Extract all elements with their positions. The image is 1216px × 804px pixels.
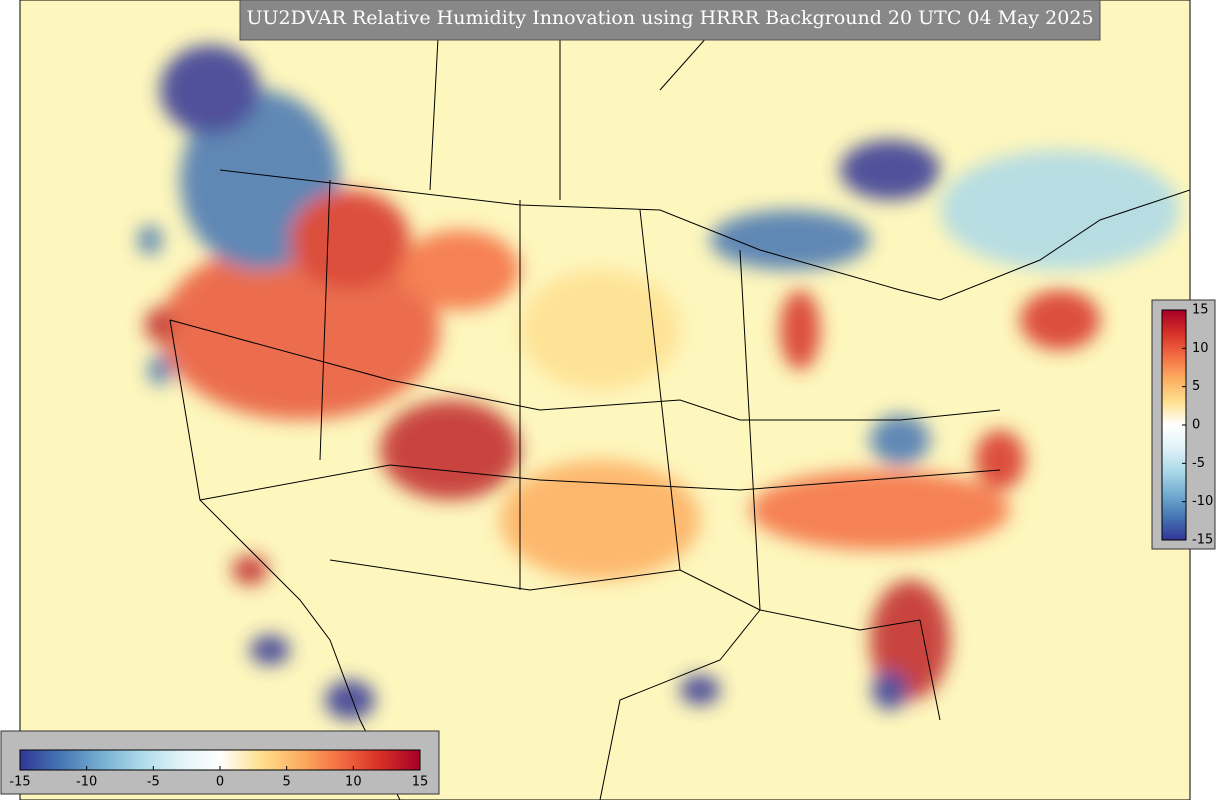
colorbar-tick-label: 15 <box>412 775 429 790</box>
colorbar-tick-label: -15 <box>1192 533 1213 548</box>
colorbar-tick-label: -15 <box>9 775 30 790</box>
colorbar-tick-label: 5 <box>283 775 291 790</box>
title: UU2DVAR Relative Humidity Innovation usi… <box>246 7 1093 29</box>
colorbar-tick-label: 0 <box>1192 418 1200 433</box>
boundaries <box>169 0 1190 800</box>
colorbar-tick-label: -10 <box>1192 494 1213 509</box>
colorbar-tick-label: 10 <box>1192 341 1209 356</box>
colorbar-tick-label: 5 <box>1192 379 1200 394</box>
title-box <box>239 0 1101 41</box>
colorbar-tick-label: 15 <box>1192 303 1209 318</box>
colorbar-tick-label: -5 <box>1192 456 1205 471</box>
colorbar-tick-label: -5 <box>147 775 160 790</box>
colorbar-tick-label: 0 <box>216 775 224 790</box>
colorbar-tick-label: 10 <box>345 775 362 790</box>
map <box>20 0 1190 800</box>
colorbar-tick-label: -10 <box>76 775 97 790</box>
